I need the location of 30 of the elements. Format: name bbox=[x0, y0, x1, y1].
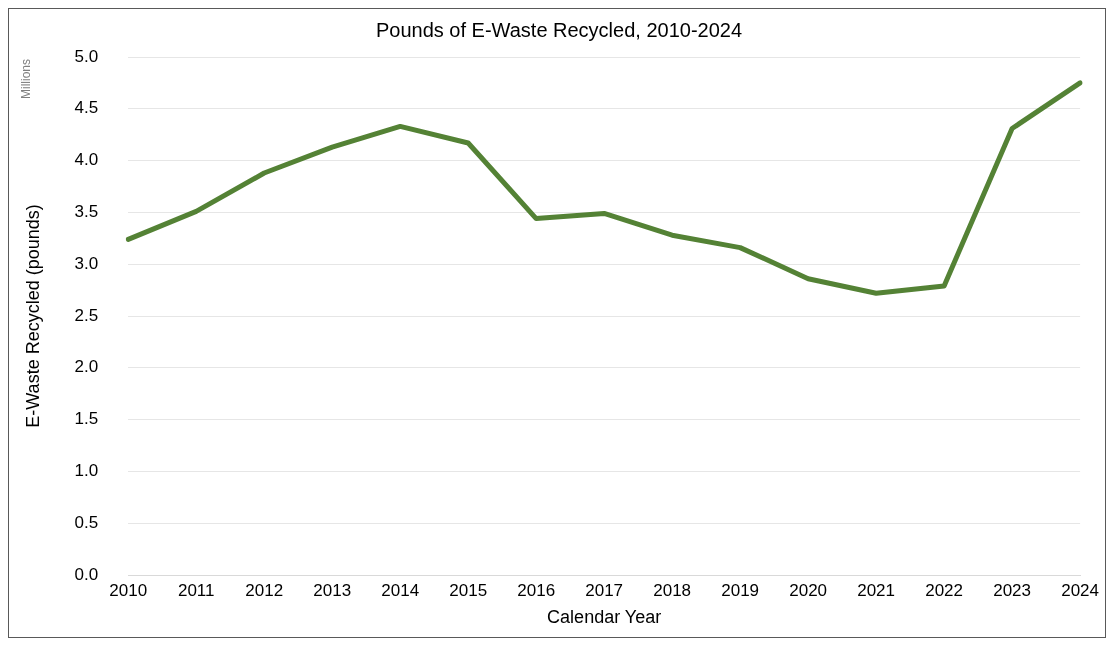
x-axis-title: Calendar Year bbox=[547, 607, 662, 628]
y-tick-label: 3.5 bbox=[74, 202, 99, 222]
x-tick-label: 2013 bbox=[313, 580, 352, 600]
x-tick-label: 2022 bbox=[925, 580, 964, 600]
y-tick-label: 4.0 bbox=[74, 150, 99, 170]
x-tick-label: 2014 bbox=[381, 580, 420, 600]
y-tick-label: 2.0 bbox=[74, 357, 99, 377]
x-tick-label: 2012 bbox=[245, 580, 284, 600]
y-tick-label: 0.0 bbox=[74, 564, 99, 584]
y-tick-label: 3.0 bbox=[74, 253, 99, 273]
x-tick-label: 2010 bbox=[109, 580, 148, 600]
x-tick-label: 2016 bbox=[517, 580, 556, 600]
x-tick-label: 2017 bbox=[585, 580, 624, 600]
x-tick-label: 2018 bbox=[653, 580, 692, 600]
x-tick-label: 2020 bbox=[789, 580, 828, 600]
y-tick-label: 1.0 bbox=[74, 461, 99, 481]
y-tick-label: 1.5 bbox=[74, 409, 99, 429]
x-tick-label: 2024 bbox=[1061, 580, 1099, 600]
x-tick-label: 2023 bbox=[993, 580, 1032, 600]
chart-title: Pounds of E-Waste Recycled, 2010-2024 bbox=[375, 18, 743, 41]
x-tick-label: 2011 bbox=[177, 580, 215, 600]
x-tick-label: 2015 bbox=[449, 580, 488, 600]
x-tick-label: 2019 bbox=[721, 580, 760, 600]
x-tick-label: 2021 bbox=[857, 580, 896, 600]
y-tick-label: 0.5 bbox=[74, 512, 99, 532]
text: Millions bbox=[19, 59, 34, 100]
y-tick-label: 4.5 bbox=[74, 98, 99, 118]
y-tick-label: 2.5 bbox=[74, 305, 99, 325]
y-axis-title: E-Waste Recycled (pounds) bbox=[22, 204, 43, 428]
y-tick-label: 5.0 bbox=[74, 46, 99, 66]
